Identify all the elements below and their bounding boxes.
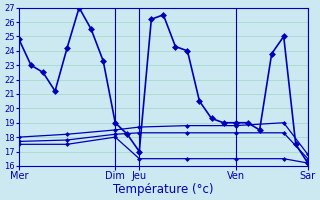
X-axis label: Température (°c): Température (°c) bbox=[113, 183, 214, 196]
